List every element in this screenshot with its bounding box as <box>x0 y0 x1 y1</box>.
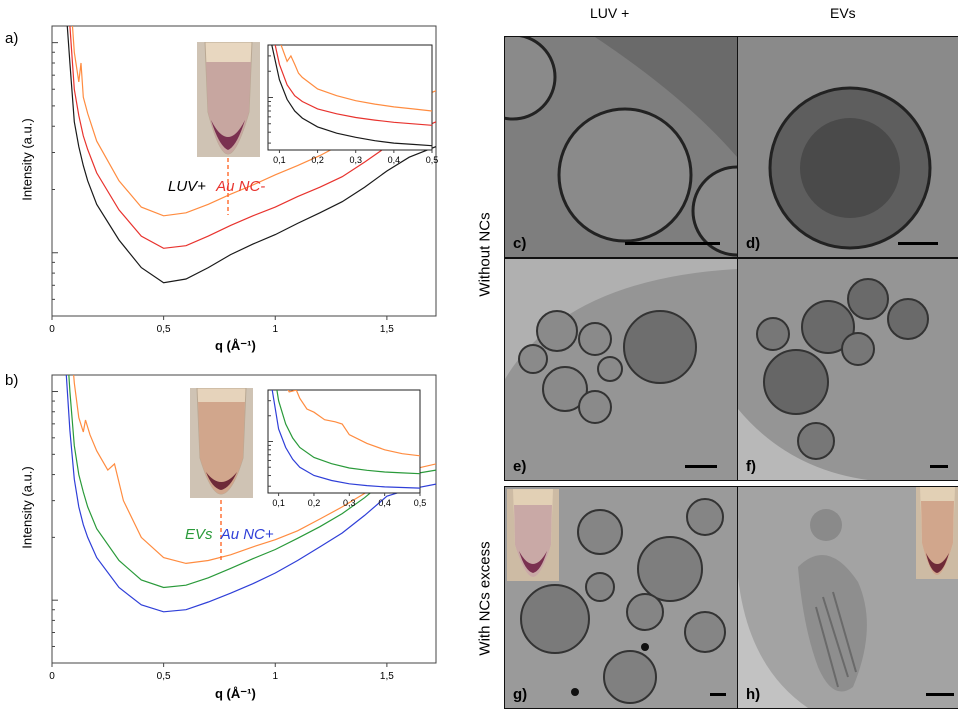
scalebar-e <box>685 465 717 468</box>
legend-a-aunc: Au NC- <box>216 178 266 195</box>
scalebar-d <box>898 242 938 245</box>
chart-b-series-0 <box>73 375 436 565</box>
micrograph-g: g) <box>504 486 738 709</box>
panel-b-label: b) <box>5 372 19 389</box>
micro-label-c: c) <box>513 235 527 252</box>
tube-b-drawing <box>196 387 247 495</box>
chart-b-inset-xtick-label: 0,1 <box>272 498 285 508</box>
chart-a-xtick-label: 0,5 <box>157 324 171 335</box>
micrograph-f-drawing <box>738 278 929 480</box>
col-title-luv: LUV + <box>590 5 630 21</box>
tube-photo-g <box>507 489 559 581</box>
chart-a-inset-series-0 <box>280 45 432 112</box>
chart-a-xtick-label: 1 <box>272 324 278 335</box>
micrograph-c-drawing <box>505 37 737 257</box>
panel-a-label: a) <box>5 30 19 47</box>
chart-a-xtick-label: 0 <box>49 324 55 335</box>
micro-label-d: d) <box>746 235 761 252</box>
scalebar-f <box>930 465 948 468</box>
legend-b: EVs Au NC+ <box>185 526 274 543</box>
chart-b-inset-xtick-label: 0,4 <box>378 498 391 508</box>
micro-label-f: f) <box>746 458 756 475</box>
tube-g-drawing <box>513 489 553 577</box>
chart-a-inset-xtick-label: 0,2 <box>311 155 324 165</box>
col-title-evs: EVs <box>830 5 856 21</box>
chart-a-series-1 <box>69 26 436 249</box>
micro-label-g: g) <box>513 686 528 703</box>
chart-b-xtick-label: 0,5 <box>157 671 171 682</box>
chart-a-inset-series-1 <box>274 45 432 126</box>
chart-b-xtick-label: 1,5 <box>380 671 394 682</box>
micrograph-h-drawing <box>738 509 867 708</box>
chart-b-xtick-label: 1 <box>272 671 278 682</box>
chart-a-inset-xtick-label: 0,3 <box>349 155 362 165</box>
chart-b-xlabel: q (Å⁻¹) <box>215 686 256 701</box>
chart-a-inset-xtick-label: 0,4 <box>388 155 401 165</box>
tube-a-drawing <box>204 41 253 155</box>
chart-b-inset-series-0 <box>287 390 420 457</box>
legend-b-aunc: Au NC+ <box>220 526 274 543</box>
chart-b-series-1 <box>68 375 436 589</box>
scalebar-c <box>625 242 720 245</box>
micrograph-g-drawing <box>520 498 726 704</box>
micrograph-h: h) <box>737 486 958 709</box>
scalebar-h <box>926 693 954 696</box>
chart-b-inset-frame <box>267 389 421 494</box>
micrograph-f: f) <box>737 258 958 481</box>
chart-b-series-2 <box>65 375 436 613</box>
chart-a-inset-xtick-label: 0,1 <box>273 155 286 165</box>
tube-photo-h <box>916 487 958 579</box>
chart-b-ylabel: Intensity (a.u.) <box>19 466 35 549</box>
micrograph-d-drawing <box>768 86 932 250</box>
legend-a: LUV+ Au NC- <box>168 178 265 195</box>
micrograph-d: d) <box>737 36 958 258</box>
chart-a-xlabel: q (Å⁻¹) <box>215 338 256 353</box>
chart-a-xtick-label: 1,5 <box>380 324 394 335</box>
chart-a-inset-xtick-label: 0,5 <box>426 155 439 165</box>
row-title-with: With NCs excess <box>476 541 494 656</box>
scalebar-g <box>710 693 726 696</box>
tube-photo-a <box>197 41 260 157</box>
micrograph-e: e) <box>504 258 738 481</box>
chart-a-series-2 <box>66 26 436 284</box>
chart-a-inset-frame <box>267 44 433 151</box>
tube-h-drawing <box>920 487 955 575</box>
legend-a-luv: LUV+ <box>168 178 206 195</box>
micrograph-c: c) <box>504 36 738 258</box>
chart-b-xtick-label: 0 <box>49 671 55 682</box>
row-title-without: Without NCs <box>476 212 494 297</box>
micro-label-e: e) <box>513 458 527 475</box>
micro-label-h: h) <box>746 686 761 703</box>
tube-photo-b <box>190 387 253 498</box>
micrograph-e-drawing <box>505 259 737 424</box>
chart-b-inset-series-2 <box>271 390 420 489</box>
chart-a-inset-series-2 <box>271 45 432 147</box>
chart-a-ylabel: Intensity (a.u.) <box>19 118 35 201</box>
legend-b-evs: EVs <box>185 526 213 543</box>
chart-b-inset-xtick-label: 0,3 <box>343 498 356 508</box>
chart-b-inset-xtick-label: 0,5 <box>414 498 427 508</box>
chart-b-inset-xtick-label: 0,2 <box>308 498 321 508</box>
chart-b-inset-series-1 <box>276 390 420 475</box>
